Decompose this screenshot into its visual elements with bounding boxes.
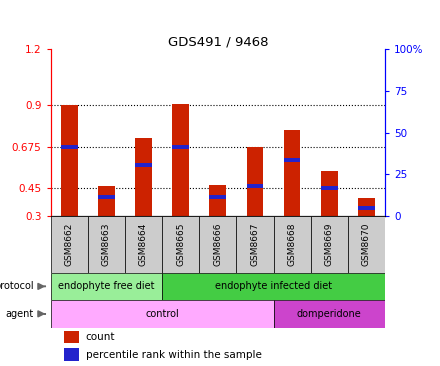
Bar [64, 331, 79, 343]
Bar [274, 216, 311, 273]
Text: percentile rank within the sample: percentile rank within the sample [86, 350, 262, 359]
Text: count: count [86, 332, 115, 342]
Bar [209, 195, 226, 199]
Bar [246, 184, 263, 188]
Bar [61, 105, 77, 216]
Text: protocol: protocol [0, 281, 34, 291]
Text: GSM8663: GSM8663 [102, 223, 111, 266]
Bar [172, 145, 189, 149]
Text: GSM8667: GSM8667 [250, 223, 260, 266]
Bar [61, 145, 77, 149]
Bar [51, 300, 274, 328]
Bar [172, 104, 189, 216]
Bar [88, 216, 125, 273]
Bar [98, 186, 115, 216]
Bar [162, 216, 199, 273]
Title: GDS491 / 9468: GDS491 / 9468 [168, 35, 268, 48]
Bar [321, 171, 337, 216]
Text: GSM8668: GSM8668 [288, 223, 297, 266]
Bar [311, 216, 348, 273]
Bar [125, 216, 162, 273]
Bar [358, 206, 375, 210]
Text: GSM8670: GSM8670 [362, 223, 371, 266]
Bar [64, 348, 79, 361]
Bar [199, 216, 236, 273]
Bar [274, 300, 385, 328]
Bar [209, 186, 226, 216]
Text: GSM8664: GSM8664 [139, 223, 148, 266]
Text: GSM8669: GSM8669 [325, 223, 334, 266]
Bar [162, 273, 385, 300]
Bar [321, 186, 337, 190]
Bar [98, 195, 115, 199]
Bar [135, 163, 152, 167]
Bar [284, 130, 301, 216]
Text: endophyte infected diet: endophyte infected diet [215, 281, 332, 291]
Text: GSM8662: GSM8662 [65, 223, 73, 266]
Text: GSM8665: GSM8665 [176, 223, 185, 266]
Text: domperidone: domperidone [297, 309, 362, 319]
Text: control: control [145, 309, 179, 319]
Bar [236, 216, 274, 273]
Bar [135, 138, 152, 216]
Bar [284, 158, 301, 163]
Bar [246, 146, 263, 216]
Text: agent: agent [6, 309, 34, 319]
Text: GSM8666: GSM8666 [213, 223, 222, 266]
Bar [358, 198, 375, 216]
Bar [51, 216, 88, 273]
Bar [51, 273, 162, 300]
Bar [348, 216, 385, 273]
Text: endophyte free diet: endophyte free diet [58, 281, 154, 291]
